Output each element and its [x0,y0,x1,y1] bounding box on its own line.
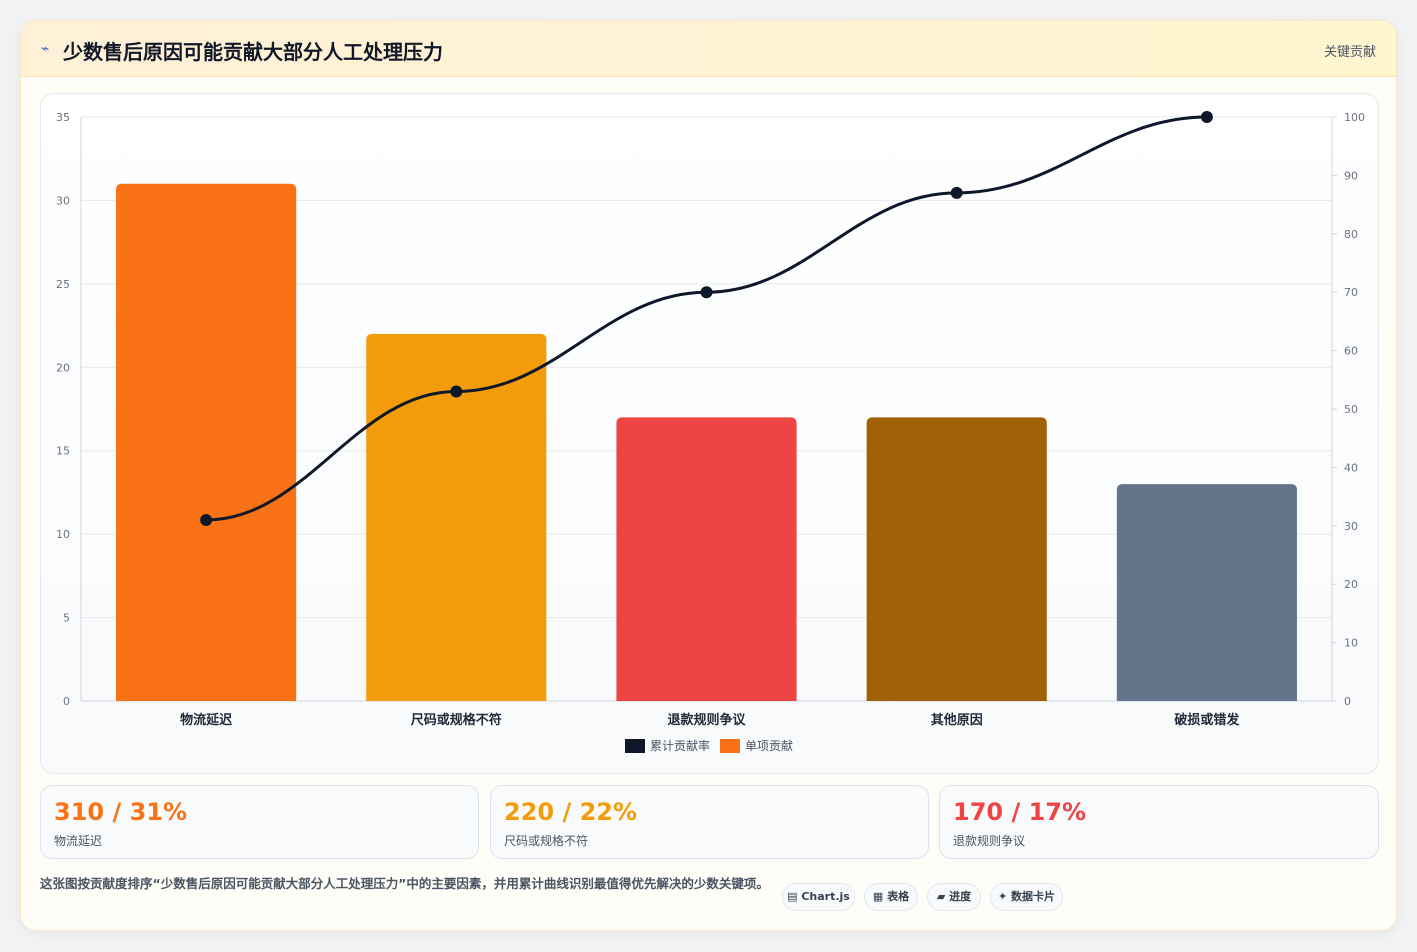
bar [116,183,297,701]
header-tag: 关键贡献 [1323,45,1376,60]
kpi-value: 310 / 31% [54,798,188,826]
y-right-tick-label: 100 [1344,111,1365,124]
y-left-tick-label: 10 [56,528,70,541]
y-left-tick-label: 0 [63,695,70,708]
card-header: ⌁ 少数售后原因可能贡献大部分人工处理压力 关键贡献 [21,21,1396,77]
kpi-card-2: 220 / 22% 尺码或规格不符 [490,785,929,859]
kpi-card-3: 170 / 17% 退款规则争议 [939,785,1379,859]
y-left-tick-label: 30 [56,194,70,207]
y-right-tick-label: 30 [1344,520,1358,533]
cumulative-point [200,513,213,526]
y-left-tick-label: 5 [63,612,70,625]
chip-chartjs[interactable]: ▤ Chart.js [782,883,855,911]
kpi-value: 220 / 22% [504,798,638,826]
x-tick-label: 尺码或规格不符 [411,712,502,728]
y-left-tick-label: 35 [56,111,70,124]
kpi-value: 170 / 17% [953,798,1087,826]
legend-label-single: 单项贡献 [745,738,793,753]
kpi-card-1: 310 / 31% 物流延迟 [40,785,479,859]
legend-swatch-single [720,739,740,753]
chip-table[interactable]: ▦ 表格 [864,883,918,911]
y-right-tick-label: 90 [1344,169,1358,182]
y-left-tick-label: 20 [56,361,70,374]
cumulative-point [700,286,713,299]
y-right-tick-label: 0 [1344,695,1351,708]
y-right-tick-label: 60 [1344,345,1358,358]
y-right-tick-label: 20 [1344,578,1358,591]
y-right-tick-label: 40 [1344,461,1358,474]
bar [866,417,1047,701]
kpi-label: 退款规则争议 [953,834,1026,848]
bar [616,417,797,701]
y-right-tick-label: 50 [1344,403,1358,416]
legend-label-cumulative: 累计贡献率 [650,738,710,753]
x-tick-label: 物流延迟 [180,712,232,728]
chart-description: 这张图按贡献度排序“少数售后原因可能贡献大部分人工处理压力”中的主要因素，并用累… [40,876,769,891]
y-right-tick-label: 70 [1344,286,1358,299]
card-title: 少数售后原因可能贡献大部分人工处理压力 [63,40,443,64]
y-left-tick-label: 15 [56,445,70,458]
x-tick-label: 破损或错发 [1174,712,1240,728]
x-tick-label: 其他原因 [931,712,983,728]
kpi-label: 物流延迟 [54,834,103,848]
y-right-tick-label: 80 [1344,228,1358,241]
pareto-chart: 0 5 10 15 20 25 30 35 0 10 20 30 40 50 60 70 80 90 100 物流延迟… [56,111,1365,753]
chart-panel: 0 5 10 15 20 25 30 35 0 10 20 30 40 50 60 70 80 90 100 物流延迟… [40,93,1379,774]
chip-progress[interactable]: ▰ 进度 [927,883,981,911]
cumulative-point [450,385,463,398]
bar [366,333,547,701]
cumulative-point [1200,111,1213,123]
lightning-icon: ⌁ [41,41,50,57]
kpi-label: 尺码或规格不符 [504,834,589,848]
y-left-tick-label: 25 [56,278,70,291]
cumulative-point [950,186,963,199]
bar [1116,484,1297,701]
chart-card: ⌁ 少数售后原因可能贡献大部分人工处理压力 关键贡献 0 5 10 15 20 25 30 3… [20,20,1397,931]
x-tick-label: 退款规则争议 [667,712,746,728]
legend-swatch-cumulative [625,739,645,753]
chip-data-card[interactable]: ✦ 数据卡片 [990,883,1063,911]
y-right-tick-label: 10 [1344,637,1358,650]
